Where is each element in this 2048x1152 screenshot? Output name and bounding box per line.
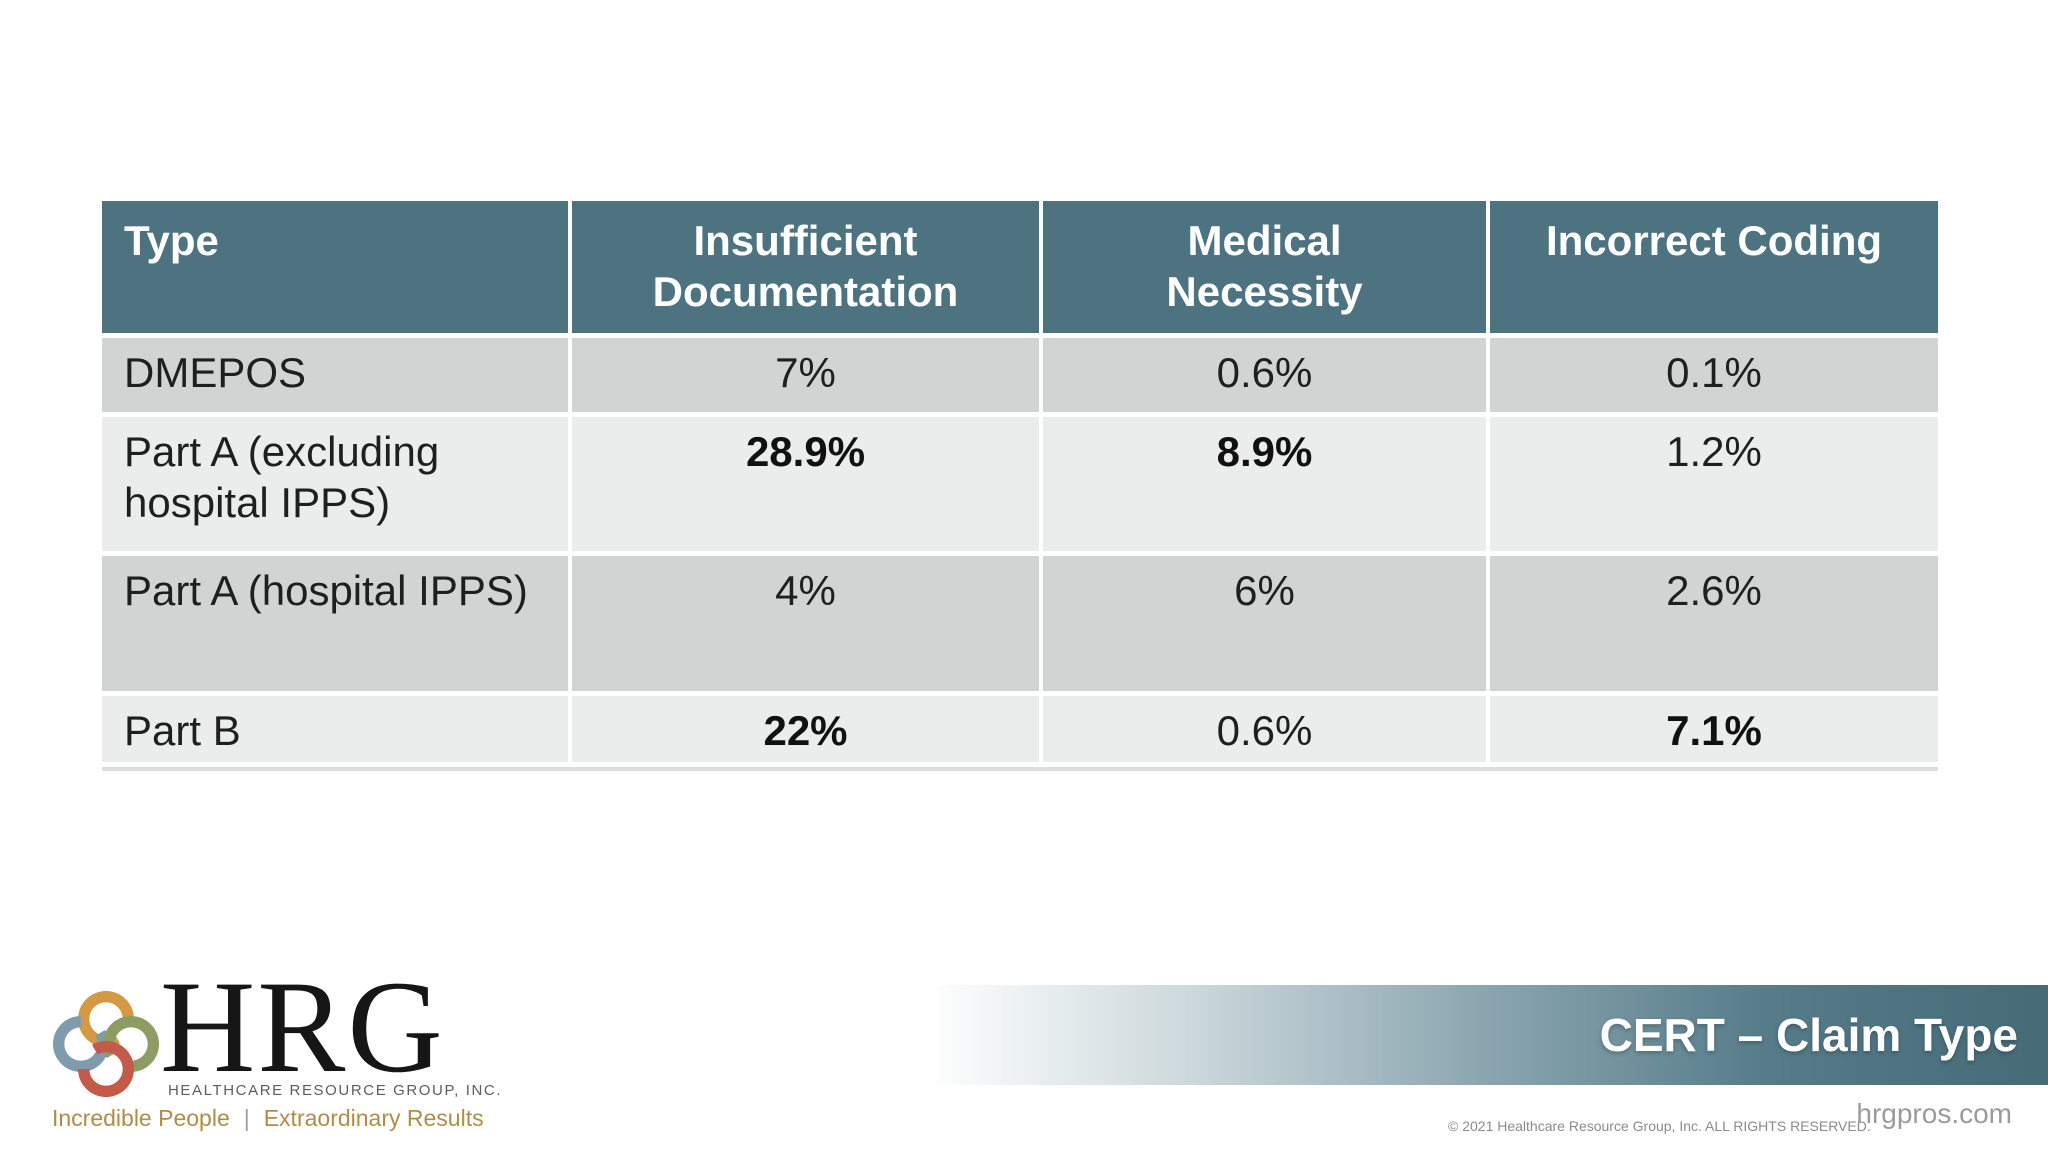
tagline-separator: | <box>243 1105 250 1131</box>
row-label: Part A (excluding hospital IPPS) <box>102 417 568 551</box>
slide-title: CERT – Claim Type <box>1599 1009 2018 1061</box>
row-label: DMEPOS <box>102 338 568 412</box>
header-label: Incorrect Coding <box>1545 217 1883 264</box>
row-label: Part B <box>102 696 568 762</box>
tagline-right: Extraordinary Results <box>263 1105 484 1131</box>
header-label: Medical Necessity <box>1166 217 1363 316</box>
header-label: Insufficient Documentation <box>652 217 959 316</box>
cell-value: 6% <box>1043 556 1486 691</box>
header-cell-type: Type <box>102 201 568 333</box>
cell-value: 2.6% <box>1490 556 1938 691</box>
logo-company-name: HEALTHCARE RESOURCE GROUP, INC. <box>168 1082 503 1099</box>
hrg-logo: HRG HEALTHCARE RESOURCE GROUP, INC. Incr… <box>48 957 518 1145</box>
logo-tagline: Incredible People | Extraordinary Results <box>52 1105 484 1132</box>
header-cell-medical-necessity: Medical Necessity <box>1043 201 1486 333</box>
cell-value: 1.2% <box>1490 417 1938 551</box>
cell-value: 0.6% <box>1043 338 1486 412</box>
hrg-rings-icon <box>52 990 160 1098</box>
footer-banner: CERT – Claim Type <box>880 985 2048 1085</box>
cert-claim-type-table: Type Insufficient Documentation Medical … <box>102 201 1938 762</box>
logo-acronym: HRG <box>160 953 445 1100</box>
copyright-text: © 2021 Healthcare Resource Group, Inc. A… <box>1448 1118 1871 1134</box>
cell-value: 7.1% <box>1490 696 1938 762</box>
header-cell-insufficient-documentation: Insufficient Documentation <box>572 201 1039 333</box>
cell-value: 4% <box>572 556 1039 691</box>
row-label: Part A (hospital IPPS) <box>102 556 568 691</box>
cell-value: 8.9% <box>1043 417 1486 551</box>
tagline-left: Incredible People <box>52 1105 230 1131</box>
header-cell-incorrect-coding: Incorrect Coding <box>1490 201 1938 333</box>
header-label: Type <box>124 217 219 264</box>
cell-value: 28.9% <box>572 417 1039 551</box>
website-url: hrgpros.com <box>1856 1098 2012 1129</box>
cell-value: 7% <box>572 338 1039 412</box>
cell-value: 0.1% <box>1490 338 1938 412</box>
cell-value: 22% <box>572 696 1039 762</box>
table-bottom-border <box>102 767 1938 771</box>
cell-value: 0.6% <box>1043 696 1486 762</box>
ring-red-icon <box>77 1040 135 1098</box>
